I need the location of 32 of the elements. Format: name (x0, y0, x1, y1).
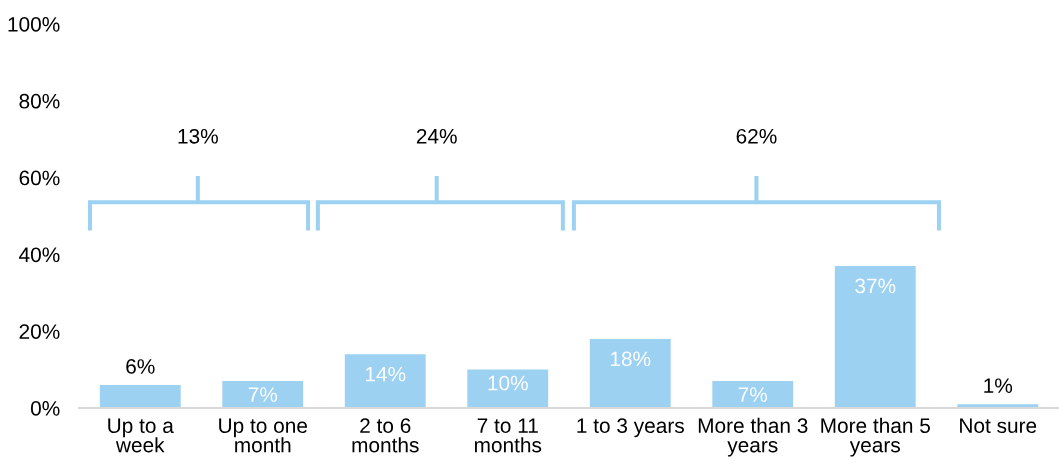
bar (712, 381, 794, 408)
data-label: 6% (126, 359, 155, 374)
data-label: 7% (738, 387, 768, 402)
annotation: 24% (416, 128, 457, 144)
data-label: 14% (365, 366, 406, 382)
y-tick-label: 60% (19, 170, 60, 186)
data-label: 10% (488, 375, 528, 391)
x-tick-label: Not sure (960, 418, 1037, 434)
data-label: 1% (984, 378, 1013, 393)
annotation: 13% (178, 128, 218, 144)
bar (222, 381, 304, 408)
data-label: 7% (248, 387, 278, 402)
y-tick-label: 20% (19, 324, 60, 339)
y-tick-label: 100% (8, 17, 60, 32)
bar (467, 369, 549, 408)
x-tick-label: 2 to 6 months (352, 418, 419, 453)
annotation: 62% (736, 128, 777, 144)
x-tick-label: 1 to 3 years (577, 418, 684, 438)
x-tick-label: More than 5 years (821, 417, 930, 457)
data-label: 18% (610, 351, 651, 367)
x-tick-label: Up to a week (108, 418, 174, 453)
y-tick-label: 40% (19, 247, 60, 263)
bar (834, 265, 916, 408)
data-label: 37% (855, 278, 896, 294)
y-tick-label: 0% (30, 401, 60, 416)
bar (99, 384, 181, 408)
x-tick-label: Up to one month (219, 418, 307, 453)
bar (589, 338, 671, 408)
y-tick-label: 80% (19, 93, 60, 109)
x-tick-label: 7 to 11 months (474, 418, 542, 453)
bar (344, 354, 426, 408)
x-tick-label: More than 3 years (698, 417, 808, 457)
